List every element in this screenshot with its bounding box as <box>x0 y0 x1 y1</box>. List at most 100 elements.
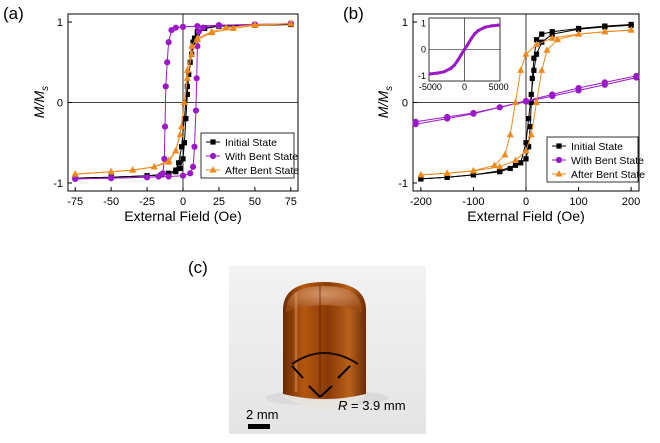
data-point <box>179 23 187 30</box>
inset-x-tick-label: 5000 <box>489 82 509 92</box>
data-point <box>190 39 196 45</box>
chart-b-series <box>412 21 640 182</box>
legend-label: With Bent State <box>225 151 298 163</box>
data-point <box>470 110 477 117</box>
inset-y-tick-label: -1 <box>418 71 426 81</box>
data-point <box>178 144 185 150</box>
data-point <box>507 165 513 172</box>
data-point <box>602 24 608 30</box>
chart-a-x-tick-label: -75 <box>67 196 83 208</box>
data-point <box>532 40 541 48</box>
legend-label: After Bent State <box>571 169 645 181</box>
data-point <box>522 146 530 154</box>
data-point <box>528 91 534 98</box>
chart-b-x-tick-label: 100 <box>569 196 587 208</box>
data-point <box>469 167 477 174</box>
data-point <box>181 115 188 122</box>
data-point <box>165 173 172 180</box>
data-point <box>184 91 190 98</box>
series-line <box>420 24 632 180</box>
data-point <box>497 169 503 175</box>
data-point <box>470 172 477 178</box>
data-point <box>633 74 640 81</box>
chart-a-y-tick-label: 0 <box>57 98 63 110</box>
series-after-bent-state <box>71 19 295 177</box>
data-point <box>549 31 555 37</box>
data-point <box>511 98 520 106</box>
panel-label-c: (c) <box>188 258 208 277</box>
data-point <box>173 167 179 173</box>
data-point <box>531 67 537 73</box>
legend-marker <box>556 143 562 149</box>
data-point <box>180 156 186 162</box>
series-after-bent-state <box>417 26 635 178</box>
chart-b-x-ticks: -200 -100 0 100 200 <box>410 187 640 208</box>
data-point <box>192 107 200 114</box>
bent-film-photo <box>265 282 389 410</box>
legend-label: With Bent State <box>571 155 644 167</box>
data-point <box>178 122 186 130</box>
data-point <box>172 146 180 154</box>
data-point <box>71 170 79 177</box>
data-point <box>527 124 533 130</box>
data-point <box>543 46 551 53</box>
legend-marker <box>555 170 563 177</box>
chart-b-legend: Initial State With Bent State After Bent S… <box>546 136 645 183</box>
scale-bar-label: 2 mm <box>246 407 279 422</box>
scale-bar <box>248 424 270 429</box>
inset-data-point <box>476 29 480 33</box>
data-point <box>412 121 419 128</box>
data-point <box>222 23 230 31</box>
data-point <box>195 28 202 35</box>
chart-a-x-tick-label: 25 <box>213 196 225 208</box>
chart-a-legend: Initial State With Bent State After Bent S… <box>200 132 299 179</box>
data-point <box>522 50 530 57</box>
data-point <box>444 115 451 122</box>
data-point <box>539 31 545 37</box>
data-point <box>575 30 583 37</box>
chart-b-y-ticks: 1 0 -1 <box>398 17 417 190</box>
data-point <box>575 87 582 94</box>
legend-marker <box>555 156 563 164</box>
data-point <box>72 175 79 183</box>
data-point <box>496 104 503 111</box>
data-point <box>108 175 115 182</box>
chart-b-inset-series <box>428 23 501 76</box>
data-point <box>522 98 530 105</box>
data-point <box>165 158 173 165</box>
data-point <box>528 99 534 106</box>
chart-a-y-tick-label: 1 <box>57 17 63 29</box>
inset-data-point <box>452 63 456 67</box>
inset-data-point <box>462 47 467 52</box>
chart-b-x-tick-label: 0 <box>523 196 529 208</box>
chart-b-x-tick-label: -100 <box>462 196 484 208</box>
inset-data-point <box>428 72 432 76</box>
data-point <box>575 26 582 32</box>
chart-a-y-ticks: 1 0 -1 <box>53 17 72 190</box>
chart-b-inset-y-ticks: 1 0 -1 <box>418 18 426 81</box>
data-point <box>143 174 151 181</box>
chart-a-series <box>71 19 295 183</box>
data-point <box>533 37 540 43</box>
data-point <box>527 130 535 138</box>
data-point <box>159 170 166 177</box>
data-point <box>200 24 207 31</box>
chart-a-x-tick-label: 0 <box>180 196 186 208</box>
chart-b-x-axis-label: External Field (Oe) <box>467 208 584 224</box>
data-point <box>554 35 562 43</box>
inset-data-point <box>473 32 477 36</box>
data-point <box>208 28 216 36</box>
inset-data-point <box>442 70 446 74</box>
inset-data-point <box>459 53 463 57</box>
data-point <box>188 42 196 49</box>
inset-y-tick-label: 1 <box>421 18 426 28</box>
data-point <box>162 83 169 90</box>
chart-a: (a) -75 -50 -25 0 25 50 75 1 0 -1 External Field… <box>3 4 299 224</box>
legend-marker <box>209 152 217 160</box>
data-point <box>538 66 546 73</box>
data-point <box>496 163 504 170</box>
inset-data-point <box>469 36 473 41</box>
chart-b-x-tick-label: -200 <box>410 196 432 208</box>
series-line <box>420 29 632 176</box>
